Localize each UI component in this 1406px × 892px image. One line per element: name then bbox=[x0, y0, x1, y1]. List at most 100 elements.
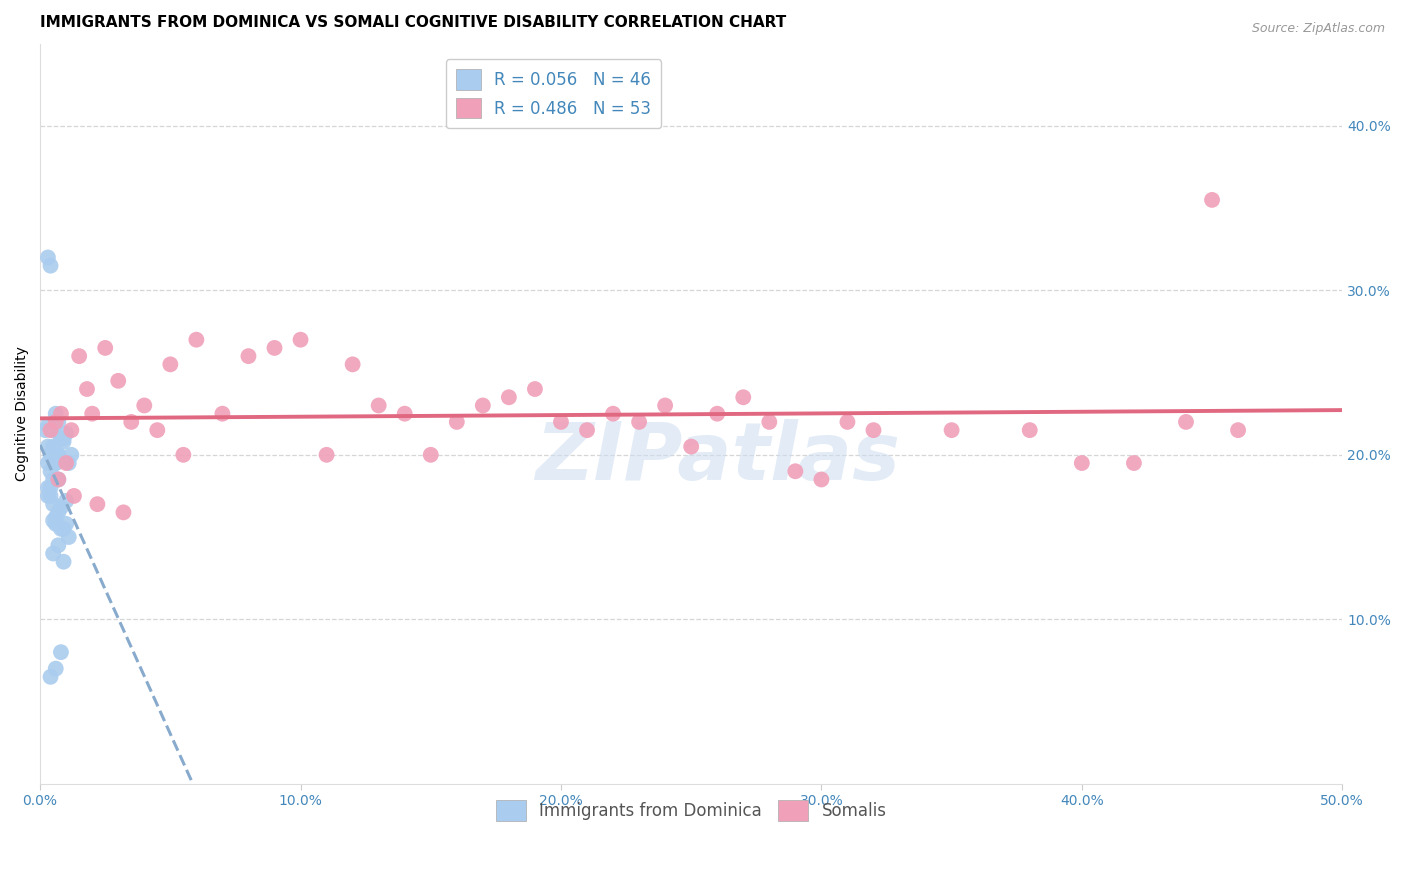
Point bbox=[76, 382, 98, 396]
Point bbox=[654, 399, 676, 413]
Point bbox=[862, 423, 884, 437]
Point bbox=[706, 407, 728, 421]
Point bbox=[107, 374, 129, 388]
Point bbox=[45, 456, 67, 470]
Point bbox=[34, 423, 56, 437]
Point bbox=[82, 407, 104, 421]
Point bbox=[46, 448, 69, 462]
Point bbox=[55, 426, 77, 441]
Point bbox=[159, 357, 181, 371]
Point bbox=[49, 431, 72, 445]
Legend: Immigrants from Dominica, Somalis: Immigrants from Dominica, Somalis bbox=[489, 794, 893, 827]
Point bbox=[238, 349, 260, 363]
Point bbox=[112, 505, 135, 519]
Point bbox=[86, 497, 108, 511]
Point bbox=[550, 415, 572, 429]
Point bbox=[471, 399, 494, 413]
Point bbox=[120, 415, 142, 429]
Point bbox=[39, 259, 62, 273]
Point bbox=[1122, 456, 1144, 470]
Point bbox=[42, 440, 65, 454]
Point bbox=[37, 481, 59, 495]
Point bbox=[394, 407, 416, 421]
Point bbox=[186, 333, 208, 347]
Point bbox=[39, 489, 62, 503]
Point bbox=[46, 473, 69, 487]
Point bbox=[46, 473, 69, 487]
Point bbox=[39, 423, 62, 437]
Point bbox=[45, 662, 67, 676]
Point bbox=[367, 399, 389, 413]
Point bbox=[758, 415, 780, 429]
Point bbox=[46, 448, 69, 462]
Point bbox=[1175, 415, 1198, 429]
Point bbox=[49, 645, 72, 659]
Point bbox=[419, 448, 441, 462]
Point bbox=[290, 333, 312, 347]
Point bbox=[37, 251, 59, 265]
Point bbox=[60, 423, 83, 437]
Point bbox=[63, 489, 86, 503]
Point bbox=[523, 382, 546, 396]
Point bbox=[941, 423, 963, 437]
Point bbox=[498, 390, 520, 404]
Point bbox=[446, 415, 468, 429]
Point bbox=[810, 473, 832, 487]
Point bbox=[42, 497, 65, 511]
Point bbox=[1070, 456, 1092, 470]
Point bbox=[52, 555, 75, 569]
Point bbox=[837, 415, 859, 429]
Point bbox=[58, 456, 80, 470]
Point bbox=[37, 418, 59, 433]
Point bbox=[42, 473, 65, 487]
Point bbox=[733, 390, 755, 404]
Point bbox=[37, 456, 59, 470]
Point bbox=[49, 500, 72, 515]
Point bbox=[172, 448, 194, 462]
Point bbox=[211, 407, 233, 421]
Point bbox=[49, 431, 72, 445]
Text: IMMIGRANTS FROM DOMINICA VS SOMALI COGNITIVE DISABILITY CORRELATION CHART: IMMIGRANTS FROM DOMINICA VS SOMALI COGNI… bbox=[41, 15, 786, 30]
Point bbox=[60, 448, 83, 462]
Point bbox=[55, 516, 77, 531]
Point bbox=[1227, 423, 1250, 437]
Point bbox=[1201, 193, 1223, 207]
Point bbox=[49, 522, 72, 536]
Point bbox=[46, 415, 69, 429]
Point bbox=[52, 522, 75, 536]
Point bbox=[602, 407, 624, 421]
Y-axis label: Cognitive Disability: Cognitive Disability bbox=[15, 346, 30, 481]
Point bbox=[42, 547, 65, 561]
Point bbox=[134, 399, 156, 413]
Point bbox=[42, 514, 65, 528]
Point bbox=[52, 434, 75, 449]
Point bbox=[342, 357, 364, 371]
Point bbox=[45, 456, 67, 470]
Point bbox=[37, 489, 59, 503]
Point bbox=[263, 341, 285, 355]
Point bbox=[785, 464, 807, 478]
Point bbox=[46, 538, 69, 552]
Point bbox=[628, 415, 651, 429]
Point bbox=[45, 407, 67, 421]
Text: Source: ZipAtlas.com: Source: ZipAtlas.com bbox=[1251, 22, 1385, 36]
Point bbox=[58, 530, 80, 544]
Point bbox=[67, 349, 90, 363]
Point bbox=[55, 494, 77, 508]
Point bbox=[39, 448, 62, 462]
Point bbox=[39, 670, 62, 684]
Text: ZIPatlas: ZIPatlas bbox=[534, 419, 900, 497]
Point bbox=[681, 440, 703, 454]
Point bbox=[146, 423, 169, 437]
Point bbox=[45, 415, 67, 429]
Point bbox=[37, 440, 59, 454]
Point bbox=[52, 431, 75, 445]
Point bbox=[55, 456, 77, 470]
Point bbox=[94, 341, 117, 355]
Point bbox=[315, 448, 337, 462]
Point bbox=[49, 407, 72, 421]
Point bbox=[46, 505, 69, 519]
Point bbox=[42, 423, 65, 437]
Point bbox=[39, 481, 62, 495]
Point bbox=[576, 423, 599, 437]
